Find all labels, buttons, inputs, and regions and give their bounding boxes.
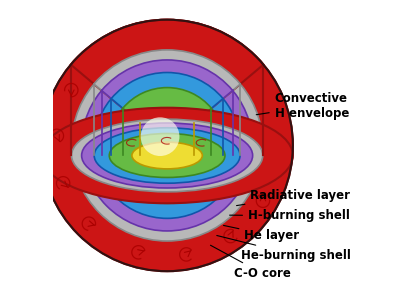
Wedge shape	[111, 72, 222, 145]
Wedge shape	[123, 88, 211, 145]
Text: He layer: He layer	[223, 225, 299, 242]
Wedge shape	[94, 50, 240, 145]
Ellipse shape	[81, 123, 252, 188]
Circle shape	[140, 117, 179, 156]
Ellipse shape	[94, 128, 240, 183]
Ellipse shape	[41, 108, 292, 203]
Circle shape	[109, 88, 225, 203]
Text: Convective
H envelope: Convective H envelope	[256, 92, 348, 120]
Text: Radiative layer: Radiative layer	[236, 189, 350, 206]
Circle shape	[94, 72, 240, 218]
Wedge shape	[140, 110, 193, 145]
Wedge shape	[101, 60, 232, 145]
Text: H-burning shell: H-burning shell	[229, 209, 349, 222]
Circle shape	[81, 60, 252, 231]
Text: He-burning shell: He-burning shell	[216, 235, 350, 261]
Ellipse shape	[109, 134, 225, 178]
Ellipse shape	[72, 119, 262, 192]
Circle shape	[41, 20, 292, 271]
Circle shape	[132, 110, 202, 181]
Wedge shape	[71, 20, 263, 145]
Circle shape	[72, 50, 262, 241]
Text: C-O core: C-O core	[210, 245, 290, 280]
Ellipse shape	[132, 142, 202, 169]
